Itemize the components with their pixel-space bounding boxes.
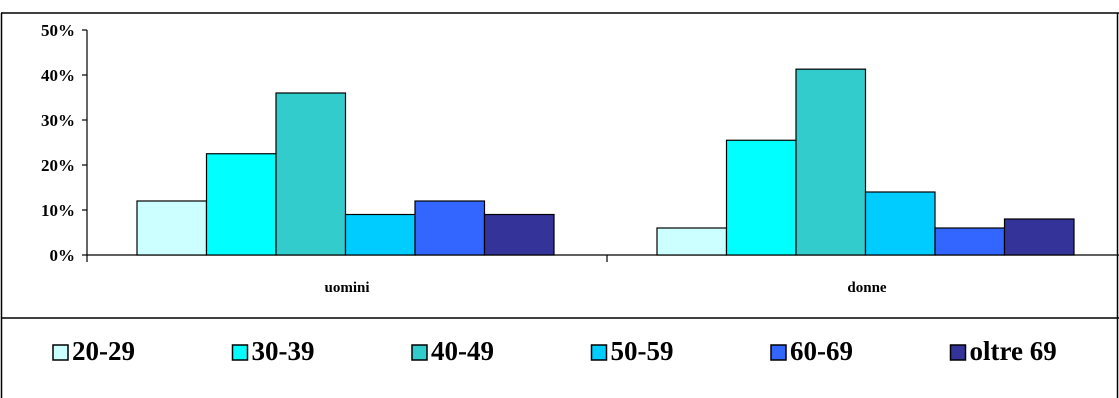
- legend-swatch: [411, 344, 428, 361]
- legend-label: 60-69: [790, 336, 853, 366]
- bar-uomini-50-59: [344, 213, 416, 256]
- y-tick-label: 40%: [41, 66, 75, 85]
- legend-label: 20-29: [72, 336, 135, 366]
- legend-swatch: [52, 344, 69, 361]
- legend-swatch: [949, 344, 967, 361]
- y-tick-label: 30%: [41, 111, 75, 130]
- legend-swatch: [590, 344, 608, 361]
- bar-uomini-40-49: [275, 92, 347, 256]
- bar-donne-oltre-69: [1003, 218, 1075, 256]
- bar-donne-50-59: [864, 191, 936, 256]
- bar-uomini-oltre-69: [483, 213, 555, 256]
- bar-donne-30-39: [725, 139, 797, 256]
- bar-donne-40-49: [795, 68, 867, 256]
- x-category-label: donne: [847, 280, 887, 296]
- legend-swatch: [770, 344, 787, 361]
- legend: 20-29 30-39 40-49 50-59 60-69 oltre 69: [52, 336, 1057, 366]
- y-tick-label: 10%: [41, 201, 75, 220]
- y-tick-label: 20%: [41, 156, 75, 175]
- plot-area: 0% 10% 20% 30% 40% 50% uomini donne: [41, 21, 1119, 296]
- bar-uomini-60-69: [414, 200, 486, 256]
- bar-donne-60-69: [934, 227, 1006, 256]
- bar-uomini-20-29: [136, 200, 208, 256]
- legend-label: oltre 69: [970, 336, 1057, 366]
- legend-label: 40-49: [431, 336, 494, 366]
- legend-swatch: [231, 344, 249, 361]
- bar-uomini-30-39: [205, 153, 277, 256]
- y-tick-label: 50%: [41, 21, 75, 40]
- bar-donne-20-29: [656, 227, 728, 256]
- x-category-label: uomini: [324, 280, 369, 296]
- legend-label: 30-39: [252, 336, 315, 366]
- y-tick-label: 0%: [50, 246, 76, 265]
- legend-label: 50-59: [611, 336, 674, 366]
